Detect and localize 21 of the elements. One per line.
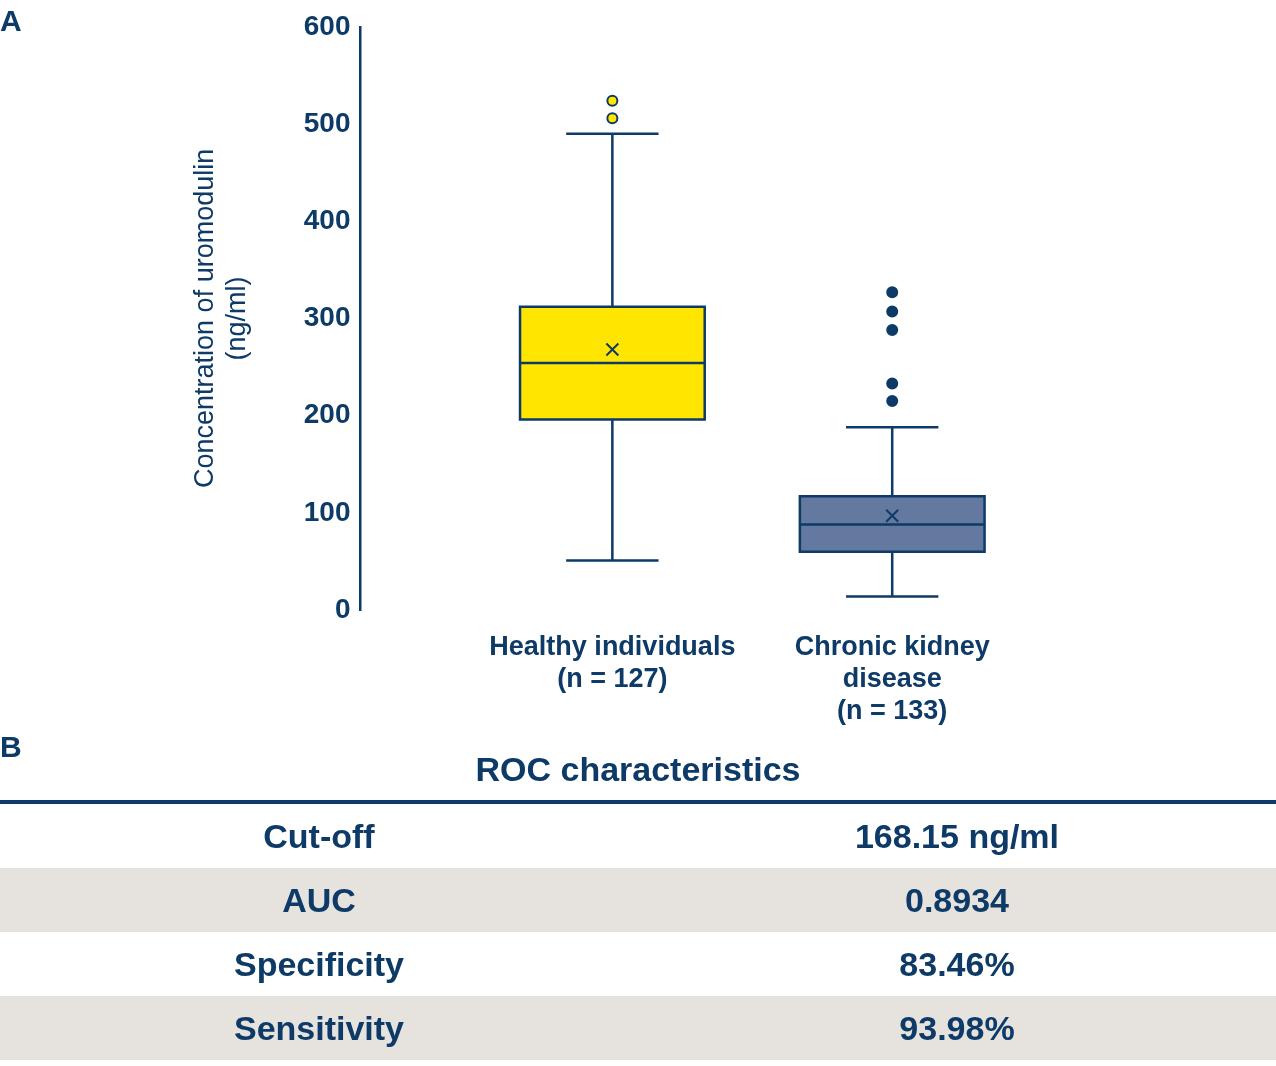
text: ROC characteristics: [475, 750, 801, 788]
y-tick-label: 300: [303, 301, 351, 333]
y-axis-title: Concentration of uromodulin (ng/ml): [188, 148, 252, 488]
text: Specificity: [232, 943, 406, 985]
y-tick-label: 400: [303, 203, 351, 235]
y-tick-label: 100: [303, 495, 351, 527]
text: 168.15 ng/ml: [853, 815, 1061, 857]
y-tick-label: 200: [303, 398, 351, 430]
y-tick-label: 0: [334, 592, 351, 624]
text: B: [0, 730, 22, 764]
y-tick-label: 600: [303, 9, 351, 41]
text: 83.46%: [898, 943, 1016, 985]
text: 93.98%: [638, 996, 1276, 1060]
text: Sensitivity: [0, 996, 638, 1060]
text: A: [0, 4, 22, 38]
x-tick-label: Healthy individuals (n = 127): [489, 630, 736, 693]
x-tick-label: Chronic kidney disease (n = 133): [794, 630, 990, 725]
text: 0.8934: [638, 868, 1276, 932]
text: AUC: [0, 868, 638, 932]
y-tick-label: 500: [303, 106, 351, 138]
text: Cut-off: [262, 815, 376, 857]
